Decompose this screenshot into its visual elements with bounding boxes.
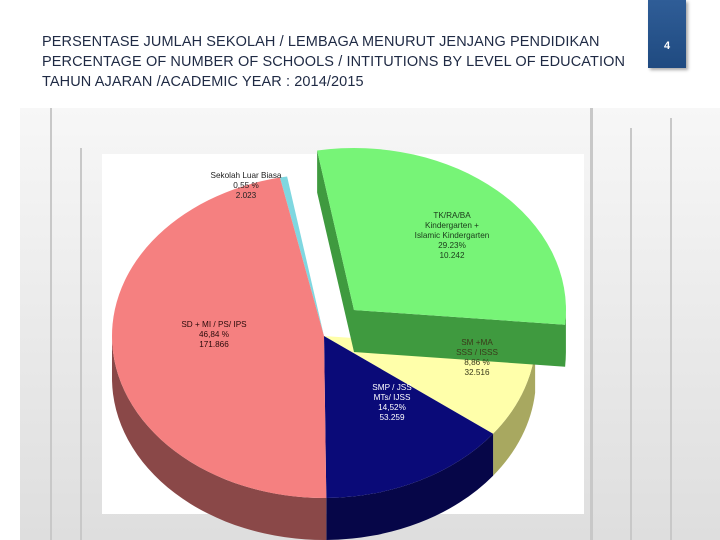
slice-label-sm: SM +MA SSS / ISSS 8,86 % 32.516	[456, 338, 498, 377]
title-line-1: PERSENTASE JUMLAH SEKOLAH / LEMBAGA MENU…	[42, 34, 600, 50]
slice-top	[317, 148, 566, 325]
slice-label-line: Kindergarten +	[425, 221, 479, 230]
slice-label-line: Islamic Kindergarten	[415, 231, 490, 240]
slice-label-line: TK/RA/BA	[433, 211, 471, 220]
slice-label-line: Sekolah Luar Biasa	[210, 171, 281, 180]
slice-label-smp: SMP / JSS MTs/ IJSS 14,52% 53.259	[372, 383, 412, 422]
background-line	[590, 108, 593, 540]
slice-label-slb: Sekolah Luar Biasa 0,55 % 2.023	[210, 171, 281, 200]
pie-slice-tk	[317, 148, 566, 367]
slice-label-line: MTs/ IJSS	[374, 393, 411, 402]
slice-top	[324, 336, 494, 498]
slice-rim	[326, 433, 494, 540]
title-line-2: PERCENTAGE OF NUMBER OF SCHOOLS / INTITU…	[42, 54, 626, 70]
slice-label-line: SM +MA	[461, 338, 493, 347]
pie-slice-slb	[279, 176, 324, 336]
slice-top	[111, 177, 327, 498]
slice-wall	[317, 150, 354, 352]
slice-label-line: 46,84 %	[199, 330, 229, 339]
background-line	[80, 148, 82, 540]
slice-label-tk: TK/RA/BA Kindergarten + Islamic Kindergart…	[415, 211, 490, 260]
slice-rim	[565, 310, 566, 367]
pie-slice-sd	[111, 177, 327, 540]
slice-label-line: 10.242	[439, 251, 464, 260]
slice-label-line: 171.866	[199, 340, 229, 349]
title-line-3: TAHUN AJARAN /ACADEMIC YEAR : 2014/2015	[42, 74, 364, 90]
slice-label-line: 14,52%	[378, 403, 406, 412]
slice-label-line: 29.23%	[438, 241, 466, 250]
slice-label-line: 2.023	[236, 191, 257, 200]
slice-label-line: 0,55 %	[233, 181, 259, 190]
background-line	[50, 108, 52, 540]
slice-label-line: SD + MI / PS/ IPS	[181, 320, 247, 329]
slice-rim	[493, 350, 536, 476]
slice-top	[279, 176, 324, 336]
slice-wall	[354, 310, 566, 367]
page-number: 4	[663, 40, 671, 52]
background-line	[630, 128, 632, 540]
slide-title: PERSENTASE JUMLAH SEKOLAH / LEMBAGA MENU…	[42, 32, 632, 92]
slice-label-sd: SD + MI / PS/ IPS 46,84 % 171.866	[181, 320, 247, 349]
slice-label-line: 32.516	[464, 368, 489, 377]
slice-label-line: SSS / ISSS	[456, 348, 498, 357]
slice-rim	[112, 336, 327, 540]
background-line	[670, 118, 672, 540]
slice-label-line: 8,86 %	[464, 358, 490, 367]
page-number-tab: 4	[648, 0, 686, 68]
slice-label-line: SMP / JSS	[372, 383, 412, 392]
slice-label-line: 53.259	[379, 413, 404, 422]
pie-slice-smp	[324, 336, 494, 540]
